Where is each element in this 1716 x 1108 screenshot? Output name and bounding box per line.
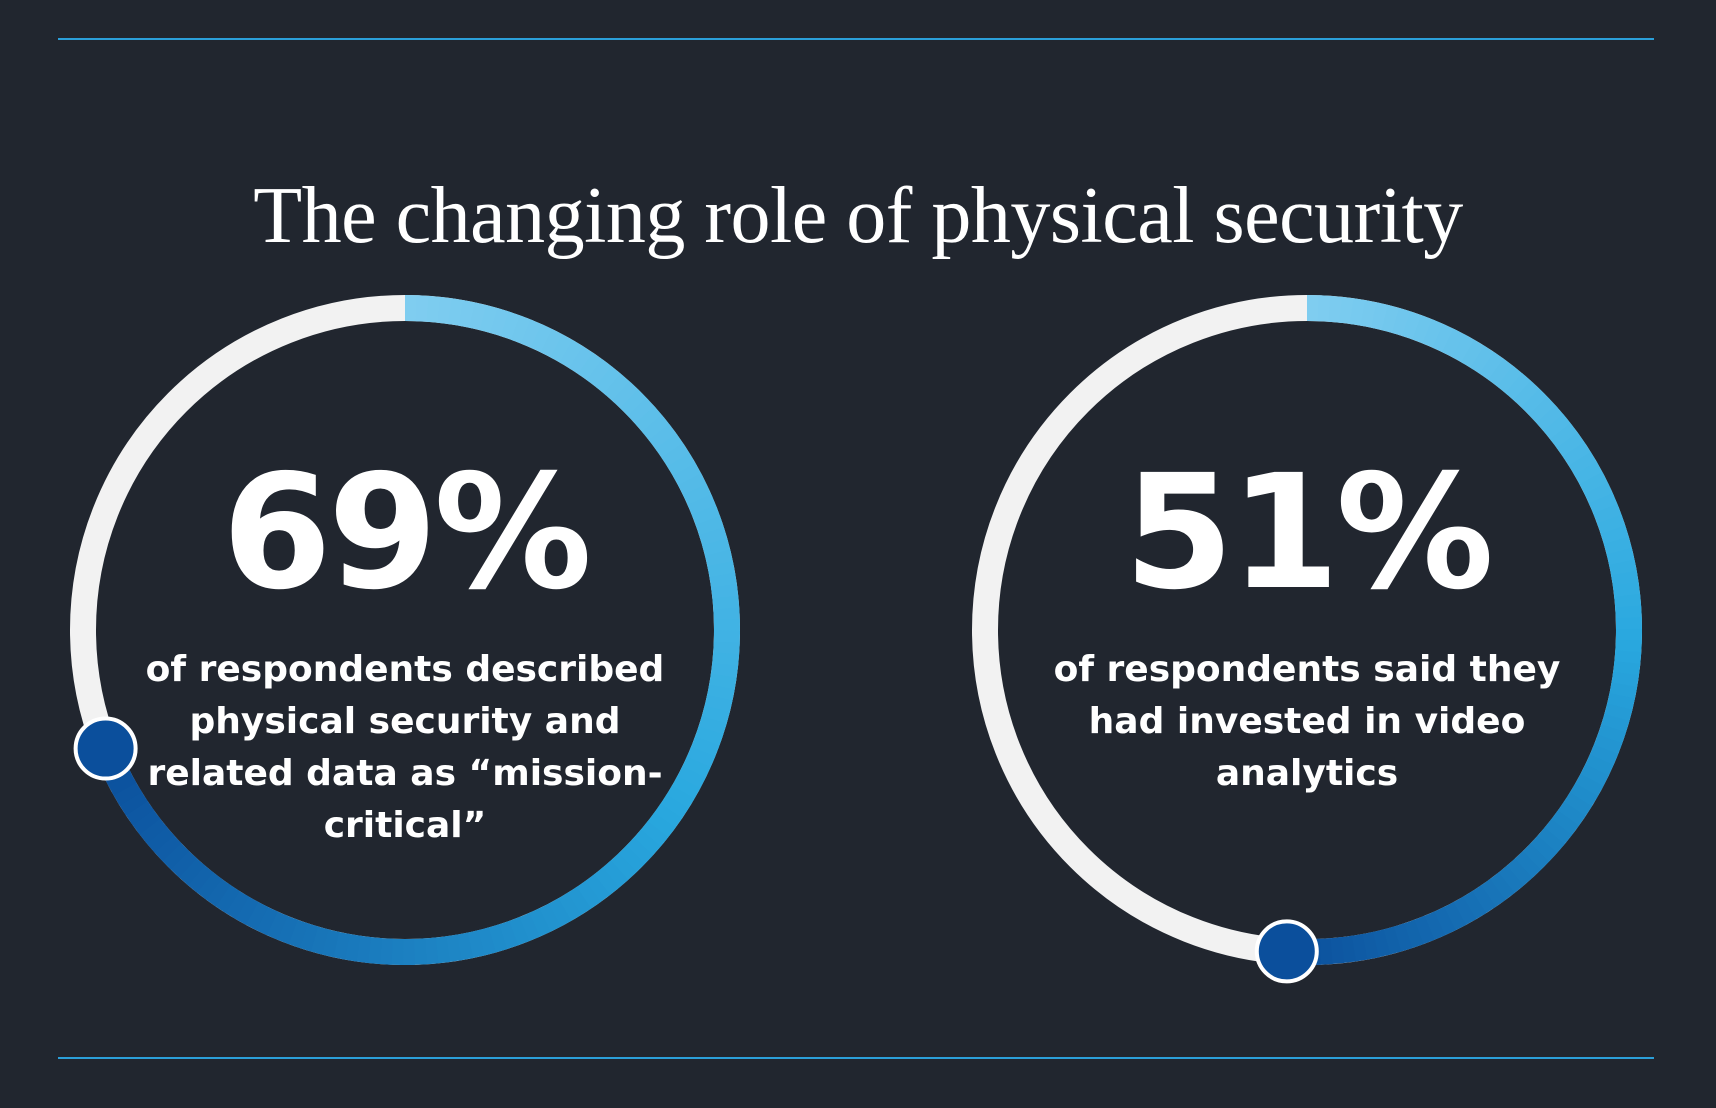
ring-progress-knob <box>73 716 138 781</box>
top-divider <box>58 38 1654 40</box>
stat-percentage: 51% <box>1123 441 1494 625</box>
progress-ring <box>972 295 1642 984</box>
stat-ring-video-analytics: 51% of respondents said they had investe… <box>967 290 1647 984</box>
ring-progress-arc <box>1285 295 1642 965</box>
stat-ring-mission-critical: 69% of respondents described physical se… <box>65 290 745 970</box>
stat-percentage: 69% <box>221 441 592 625</box>
ring-progress-knob <box>1254 919 1319 984</box>
stat-description: of respondents said they had invested in… <box>1053 649 1561 794</box>
ring-progress-arc <box>93 295 740 965</box>
stat-description: of respondents described physical securi… <box>145 649 665 846</box>
bottom-divider <box>58 1057 1654 1059</box>
progress-ring <box>70 295 740 965</box>
page-title: The changing role of physical security <box>253 171 1463 260</box>
